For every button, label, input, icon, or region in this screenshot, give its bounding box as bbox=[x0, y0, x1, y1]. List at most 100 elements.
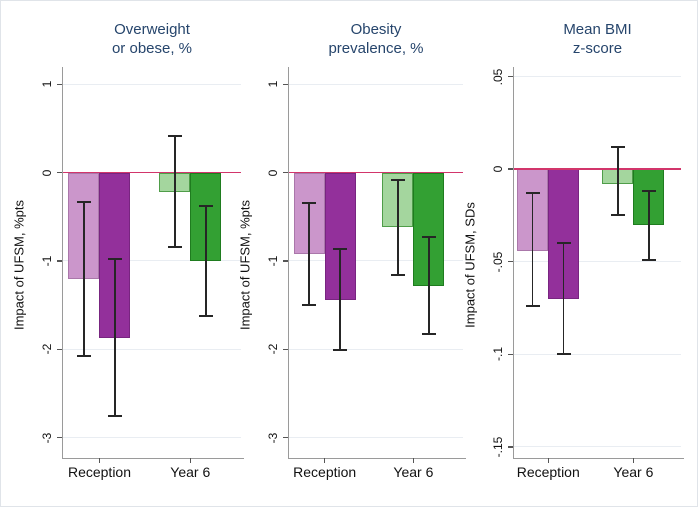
error-bar-cap-top bbox=[302, 201, 317, 204]
zero-line bbox=[63, 171, 241, 174]
error-bar-cap-bottom bbox=[76, 355, 91, 358]
error-bar-cap-top bbox=[556, 242, 571, 245]
y-tick-label: 1 bbox=[266, 80, 280, 88]
gridline bbox=[514, 353, 681, 355]
error-bar-line bbox=[174, 136, 176, 247]
panel-title-line: or obese, % bbox=[111, 39, 193, 57]
x-tick-label: Year 6 bbox=[613, 464, 654, 480]
y-tick bbox=[508, 261, 513, 263]
y-tick bbox=[57, 348, 62, 350]
error-bar-cap-top bbox=[107, 258, 122, 261]
x-tick bbox=[632, 458, 635, 463]
x-axis-line bbox=[512, 457, 684, 460]
error-bar-cap-bottom bbox=[167, 245, 182, 248]
panel-title-line: Obesity bbox=[350, 21, 402, 38]
panel-title-line: prevalence, % bbox=[328, 39, 424, 57]
gridline bbox=[514, 76, 681, 78]
gridline bbox=[63, 260, 241, 262]
error-bar-line bbox=[562, 243, 565, 355]
y-tick-label: .05 bbox=[491, 68, 505, 85]
gridline bbox=[289, 437, 463, 439]
y-tick bbox=[283, 348, 288, 350]
error-bar-line bbox=[648, 191, 650, 260]
y-tick bbox=[508, 168, 513, 170]
y-tick bbox=[508, 75, 513, 78]
y-tick-label: -.1 bbox=[491, 347, 505, 362]
x-tick-label: Reception bbox=[293, 464, 357, 480]
y-tick-label: -2 bbox=[40, 343, 54, 355]
x-tick-label: Year 6 bbox=[170, 464, 211, 480]
y-tick bbox=[508, 353, 513, 355]
y-axis-line bbox=[512, 67, 515, 458]
error-bar-cap-bottom bbox=[556, 353, 571, 356]
y-tick bbox=[283, 83, 288, 85]
y-tick-label: -2 bbox=[266, 343, 280, 355]
error-bar-line bbox=[428, 237, 430, 335]
error-bar-cap-bottom bbox=[333, 349, 348, 352]
x-tick bbox=[189, 458, 191, 463]
error-bar-line bbox=[205, 206, 207, 316]
y-tick bbox=[57, 171, 62, 174]
y-tick bbox=[57, 260, 62, 262]
y-axis-label: Impact of UFSM, %pts bbox=[11, 199, 27, 330]
y-tick bbox=[283, 260, 288, 262]
x-tick bbox=[547, 458, 549, 463]
x-axis-line bbox=[287, 457, 466, 460]
error-bar-cap-top bbox=[167, 135, 182, 138]
y-tick-label: 0 bbox=[491, 165, 505, 173]
y-tick-label: -.05 bbox=[491, 251, 505, 273]
error-bar-cap-top bbox=[333, 248, 348, 251]
y-tick bbox=[283, 436, 288, 439]
error-bar-cap-bottom bbox=[525, 305, 540, 308]
error-bar-cap-top bbox=[525, 192, 540, 195]
y-axis-line bbox=[287, 67, 290, 458]
error-bar-line bbox=[531, 193, 534, 307]
error-bar-cap-top bbox=[641, 190, 656, 193]
x-tick-label: Reception bbox=[67, 464, 132, 480]
zero-line bbox=[289, 171, 463, 174]
panel-title: Overweight or obese, % bbox=[63, 21, 241, 59]
y-tick bbox=[283, 171, 288, 174]
error-bar-cap-bottom bbox=[610, 214, 625, 217]
y-tick bbox=[508, 446, 513, 448]
x-tick-label: Reception bbox=[516, 464, 580, 480]
y-axis-label: Impact of UFSM, %pts bbox=[237, 199, 253, 330]
x-tick bbox=[98, 458, 101, 463]
gridline bbox=[63, 83, 241, 85]
error-bar-cap-bottom bbox=[198, 314, 213, 317]
error-bar-cap-bottom bbox=[641, 258, 656, 261]
gridline bbox=[63, 348, 241, 350]
y-tick bbox=[57, 83, 62, 85]
y-tick-label: -3 bbox=[266, 432, 280, 444]
error-bar-line bbox=[83, 201, 85, 357]
error-bar-line bbox=[617, 146, 619, 216]
y-tick-label: 0 bbox=[40, 169, 54, 176]
gridline bbox=[289, 348, 463, 350]
error-bar-cap-bottom bbox=[421, 333, 436, 336]
error-bar-cap-top bbox=[198, 205, 213, 208]
x-tick-label: Year 6 bbox=[393, 464, 434, 480]
y-tick-label: -1 bbox=[266, 255, 280, 267]
zero-line bbox=[514, 168, 681, 170]
error-bar-line bbox=[397, 179, 399, 276]
x-tick bbox=[412, 458, 415, 463]
gridline bbox=[289, 260, 463, 262]
gridline bbox=[514, 446, 681, 448]
y-axis-label: Impact of UFSM, SDs bbox=[462, 201, 478, 328]
y-tick-label: 0 bbox=[266, 169, 280, 176]
y-tick bbox=[57, 436, 62, 439]
panel-title-line: z-score bbox=[572, 39, 623, 57]
error-bar-cap-top bbox=[421, 236, 436, 239]
gridline bbox=[514, 261, 681, 263]
error-bar-cap-bottom bbox=[302, 304, 317, 307]
y-tick-label: -.15 bbox=[491, 436, 505, 458]
panel-title: Obesity prevalence, % bbox=[289, 21, 463, 59]
error-bar-cap-top bbox=[610, 145, 625, 148]
error-bar-cap-top bbox=[390, 178, 405, 181]
panel-title-line: Mean BMI bbox=[563, 21, 632, 38]
y-tick-label: -1 bbox=[40, 255, 54, 267]
error-bar-line bbox=[339, 249, 341, 351]
x-axis-line bbox=[61, 457, 244, 460]
error-bar-cap-top bbox=[76, 200, 91, 203]
